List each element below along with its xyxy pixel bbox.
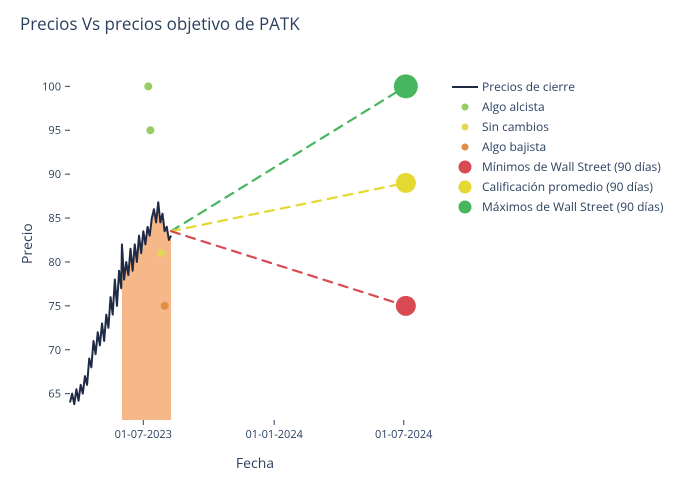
legend-label: Algo bajista xyxy=(482,138,546,156)
y-tick-label: 95 xyxy=(48,123,61,138)
x-tick-label: 01-01-2024 xyxy=(246,427,304,442)
legend-swatch xyxy=(452,160,478,174)
legend-swatch xyxy=(452,200,478,214)
legend-item[interactable]: Sin cambios xyxy=(452,118,663,136)
plot-area: 65 70 75 80 85 90 95 100 01-07-2023 01-01-2024 01-… xyxy=(0,0,700,500)
legend-swatch xyxy=(452,140,478,154)
projection-line-min xyxy=(171,231,406,306)
legend-dot-icon xyxy=(462,104,469,111)
x-tick-label: 01-07-2024 xyxy=(375,427,433,442)
x-tick-label: 01-07-2023 xyxy=(115,427,172,442)
legend-label: Algo alcista xyxy=(482,98,545,116)
analyst-marker xyxy=(161,302,169,310)
chart-root: Precios Vs precios objetivo de PATK 6570… xyxy=(0,0,700,500)
y-tick-label: 90 xyxy=(48,167,61,182)
legend-swatch xyxy=(452,80,478,94)
y-tick-label: 80 xyxy=(48,255,61,270)
projection-line-avg xyxy=(171,183,406,231)
legend-dot-icon xyxy=(462,144,469,151)
analyst-marker xyxy=(144,82,152,90)
legend-dot-icon xyxy=(459,201,472,214)
legend-label: Precios de cierre xyxy=(482,78,575,96)
analyst-marker xyxy=(157,249,165,257)
legend-dot-icon xyxy=(459,161,472,174)
analyst-marker xyxy=(146,126,154,134)
legend-label: Máximos de Wall Street (90 días) xyxy=(482,198,663,216)
legend-item[interactable]: Algo alcista xyxy=(452,98,663,116)
legend-line-icon xyxy=(452,86,478,88)
y-tick-label: 100 xyxy=(42,79,61,94)
projection-line-max xyxy=(171,86,406,231)
legend-label: Sin cambios xyxy=(482,118,549,136)
legend-swatch xyxy=(452,100,478,114)
projection-marker-avg xyxy=(396,173,416,193)
x-axis-label: Fecha xyxy=(70,454,440,473)
y-tick-label: 65 xyxy=(48,387,61,402)
legend-item[interactable]: Precios de cierre xyxy=(452,78,663,96)
legend-label: Mínimos de Wall Street (90 días) xyxy=(482,158,661,176)
projection-marker-min xyxy=(396,296,416,316)
y-axis-label: Precio xyxy=(18,223,37,264)
projection-marker-max xyxy=(394,74,418,98)
y-tick-label: 85 xyxy=(48,211,61,226)
legend-item[interactable]: Máximos de Wall Street (90 días) xyxy=(452,198,663,216)
legend-label: Calificación promedio (90 días) xyxy=(482,178,653,196)
legend-swatch xyxy=(452,120,478,134)
legend-dot-icon xyxy=(459,181,472,194)
y-tick-label: 70 xyxy=(48,343,61,358)
legend-item[interactable]: Calificación promedio (90 días) xyxy=(452,178,663,196)
y-tick-label: 75 xyxy=(48,299,61,314)
legend: Precios de cierre Algo alcista Sin cambios… xyxy=(452,78,663,218)
legend-dot-icon xyxy=(462,124,469,131)
legend-item[interactable]: Algo bajista xyxy=(452,138,663,156)
legend-item[interactable]: Mínimos de Wall Street (90 días) xyxy=(452,158,663,176)
legend-swatch xyxy=(452,180,478,194)
